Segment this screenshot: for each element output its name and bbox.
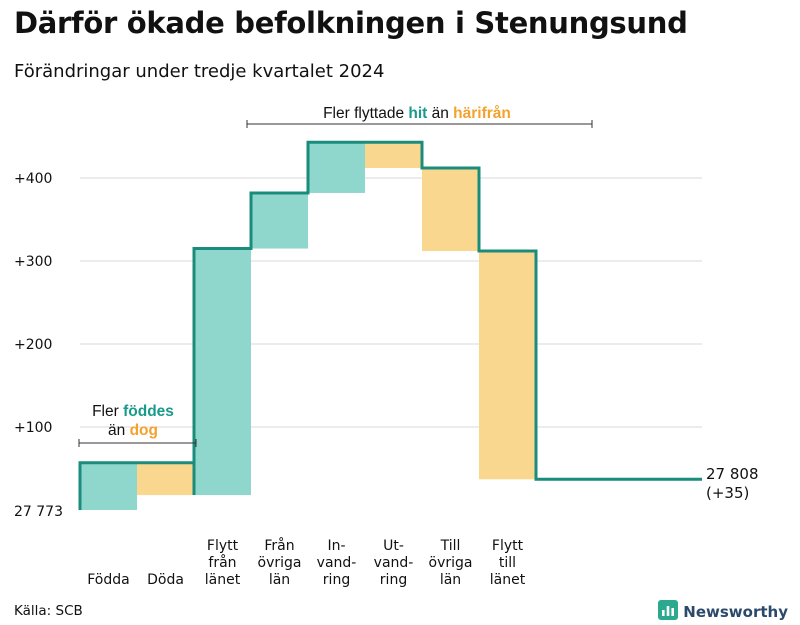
- x-tick-label: länet: [205, 572, 241, 588]
- brand-logo: Newsworthy: [658, 600, 788, 624]
- x-tick-label: In-: [327, 538, 345, 554]
- x-tick-label: Döda: [147, 572, 184, 588]
- y-tick-label: +100: [14, 420, 52, 436]
- x-tick-label: till: [499, 555, 516, 571]
- x-tick-label: övriga: [258, 555, 302, 571]
- svg-text:Fler föddes: Fler föddes: [92, 403, 174, 420]
- x-tick-label: län: [440, 572, 461, 588]
- bar-decrease: [422, 168, 479, 252]
- chart-subtitle: Förändringar under tredje kvartalet 2024: [14, 61, 385, 82]
- bar-increase: [251, 192, 308, 249]
- migration-annotation-mid: än: [427, 105, 453, 122]
- x-tick-label: Flytt: [492, 538, 524, 554]
- step-line: [78, 140, 702, 510]
- y-tick-label: +300: [14, 254, 52, 270]
- x-tick-label: Till: [440, 538, 461, 554]
- migration-annotation-text: Fler flyttade: [323, 105, 408, 122]
- birth-annotation-text-2: än: [108, 422, 130, 439]
- x-tick-label: Födda: [87, 572, 129, 588]
- bar-increase: [80, 462, 137, 510]
- x-tick-label: ring: [380, 572, 407, 588]
- end-change-label: (+35): [706, 484, 749, 502]
- x-tick-label: vand-: [374, 555, 414, 571]
- y-tick-label: +400: [14, 171, 52, 187]
- x-axis-labels: Födda DödaFlyttfrånlänetFrånövrigalänIn-v…: [87, 537, 525, 588]
- brand-name: Newsworthy: [683, 603, 788, 621]
- x-tick-label: länet: [490, 572, 526, 588]
- x-tick-label: län: [269, 572, 290, 588]
- birth-annotation-text: Fler: [92, 403, 123, 420]
- x-tick-label: Från: [264, 537, 294, 554]
- birth-annotation-highlight-2: dog: [130, 422, 158, 439]
- x-tick-label: ring: [323, 572, 350, 588]
- gridlines: [80, 177, 702, 428]
- x-tick-label: vand-: [317, 555, 357, 571]
- cumulative-line: [78, 140, 702, 510]
- bar-chart-icon: [658, 600, 679, 624]
- birth-annotation: Fler föddes än dog: [78, 403, 197, 447]
- migration-highlight-in: hit: [408, 105, 427, 122]
- source-note: Källa: SCB: [14, 603, 83, 619]
- x-tick-label: Flytt: [207, 538, 239, 554]
- y-base-label: 27 773: [14, 504, 63, 520]
- bar-increase: [308, 142, 365, 193]
- migration-highlight-out: härifrån: [453, 105, 511, 122]
- birth-annotation-highlight: föddes: [123, 403, 174, 420]
- y-axis-labels: +100 +200 +300 +400 27 773: [14, 171, 63, 520]
- bar-decrease: [479, 251, 536, 480]
- bar-decrease: [365, 142, 422, 169]
- bar-increase: [194, 248, 251, 496]
- x-tick-label: från: [208, 554, 236, 571]
- bars: [80, 142, 536, 510]
- y-tick-label: +200: [14, 337, 52, 353]
- x-tick-label: Ut-: [383, 538, 404, 554]
- x-tick-label: övriga: [429, 555, 473, 571]
- migration-annotation: Fler flyttade hit än härifrån: [246, 105, 593, 128]
- end-value-label: 27 808: [706, 465, 759, 483]
- bar-decrease: [137, 462, 194, 496]
- chart-title: Därför ökade befolkningen i Stenungsund: [14, 6, 688, 40]
- svg-text:än dog: än dog: [108, 422, 158, 439]
- svg-text:Fler flyttade hit än härifrån: Fler flyttade hit än härifrån: [323, 105, 511, 122]
